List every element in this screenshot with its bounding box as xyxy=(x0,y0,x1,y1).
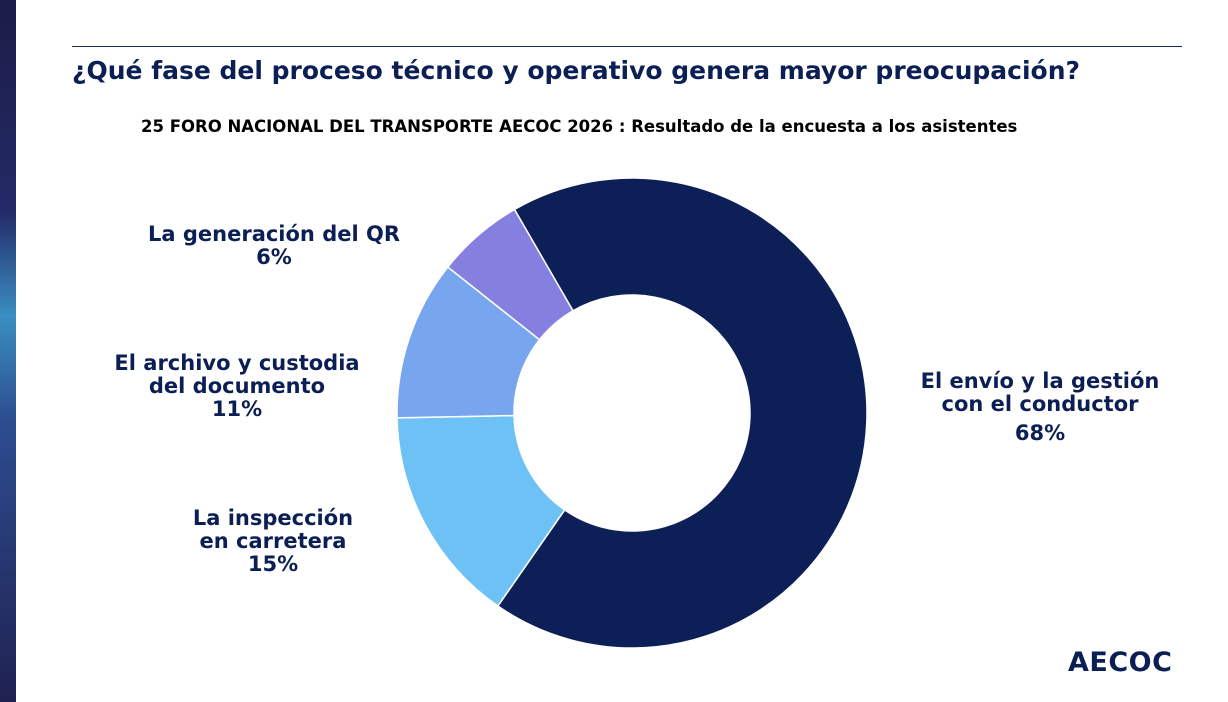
slice-label-line: La generación del QR xyxy=(148,222,400,246)
slice-label-line: El envío y la gestión xyxy=(920,369,1160,393)
chart-title: ¿Qué fase del proceso técnico y operativ… xyxy=(72,56,1081,85)
slice-inspeccion xyxy=(396,414,566,608)
slice-label-archivo: El archivo y custodia del documento 11% xyxy=(114,352,359,421)
decorative-side-strip xyxy=(0,0,16,702)
slice-label-line: La inspección xyxy=(192,506,354,530)
slice-envio xyxy=(496,177,868,649)
slice-value-label: 11% xyxy=(211,397,263,421)
slice-label-line: del documento xyxy=(148,374,326,398)
slice-label-inspeccion: La inspección en carretera 15% xyxy=(193,507,353,576)
aecoc-logo: AECOC xyxy=(1068,647,1173,678)
slice-value-label: 6% xyxy=(256,245,292,269)
slice-label-line: El archivo y custodia xyxy=(114,351,360,375)
slice-qr xyxy=(446,208,575,341)
top-divider xyxy=(72,46,1182,47)
chart-subtitle: 25 FORO NACIONAL DEL TRANSPORTE AECOC 20… xyxy=(141,117,1018,136)
slice-label-line: con el conductor xyxy=(941,392,1139,416)
slice-label-envio: El envío y la gestión con el conductor 6… xyxy=(921,370,1160,445)
slice-label-line: en carretera xyxy=(199,529,347,553)
slice-value-label: 68% xyxy=(1014,421,1066,445)
slice-value-label: 15% xyxy=(247,552,299,576)
slice-label-qr: La generación del QR 6% xyxy=(148,223,400,269)
